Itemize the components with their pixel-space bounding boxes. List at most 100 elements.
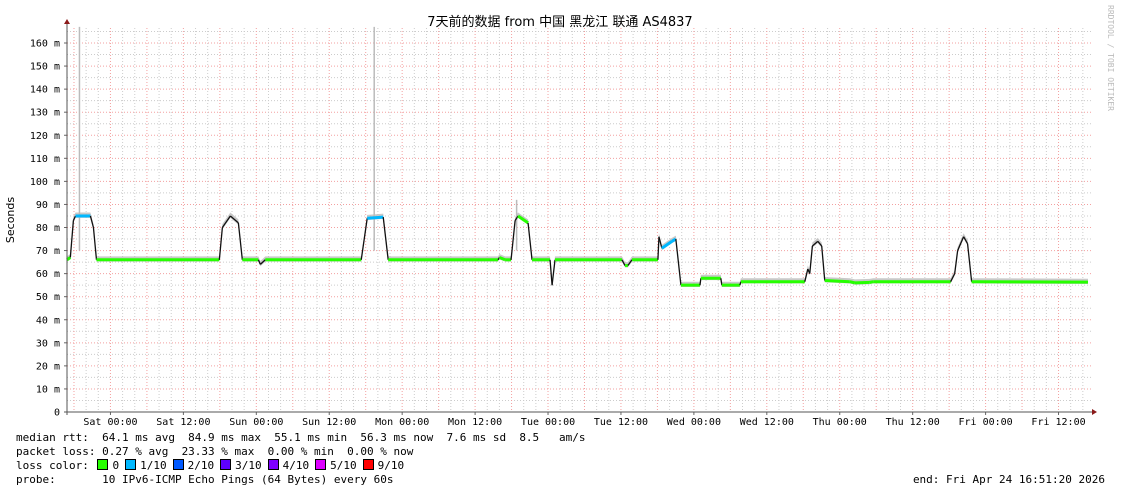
median-rtt-segment	[237, 222, 243, 260]
median-rtt-segment	[661, 240, 673, 250]
x-tick-label: Mon 00:00	[375, 417, 429, 428]
loss-color-label-item: 4/10	[282, 459, 310, 472]
y-tick-label: 70 m	[36, 246, 60, 257]
median-rtt-segment	[957, 236, 965, 251]
median-rtt-segment	[675, 238, 682, 286]
median-rtt-segment	[66, 256, 72, 262]
x-tick-label: Thu 00:00	[813, 417, 867, 428]
x-tick-label: Wed 00:00	[667, 417, 721, 428]
median-rtt-segment	[527, 222, 533, 260]
smoke-band	[67, 212, 1088, 288]
x-tick-label: Tue 00:00	[521, 417, 575, 428]
median-rtt-segment	[367, 215, 384, 220]
latency-chart: 7天前的数据 from 中国 黑龙江 联通 AS4837 Seconds RRD…	[4, 5, 1115, 428]
x-tick-label: Tue 12:00	[594, 417, 648, 428]
loss-color-label-item: 2/10	[187, 459, 215, 472]
median-rtt-segment	[89, 215, 95, 228]
median-rtt-segment	[963, 236, 969, 244]
median-rtt-segment	[658, 236, 663, 249]
x-tick-label: Sat 00:00	[83, 417, 137, 428]
y-tick-label: 120 m	[30, 131, 60, 142]
probe-info: probe: 10 IPv6-ICMP Echo Pings (64 Bytes…	[16, 473, 394, 486]
median-rtt-segment	[218, 227, 224, 260]
loss-color-swatch	[97, 459, 109, 470]
y-tick-label: 150 m	[30, 62, 60, 73]
median-rtt-segment	[92, 227, 98, 260]
x-tick-label: Mon 12:00	[448, 417, 502, 428]
median-rtt-segment	[739, 281, 742, 286]
loss-color-legend: loss color: 0 1/10 2/10 3/10 4/10 5/10 9/10	[16, 459, 404, 473]
y-tick-label: 160 m	[30, 39, 60, 50]
y-tick-label: 30 m	[36, 338, 60, 349]
end-time: end: Fri Apr 24 16:51:20 2026	[912, 473, 1105, 486]
median-rtt-segment	[824, 279, 850, 284]
median-rtt-segment	[229, 215, 239, 224]
y-tick-label: 50 m	[36, 292, 60, 303]
y-tick-label: 130 m	[30, 108, 60, 119]
x-tick-label: Fri 00:00	[959, 417, 1013, 428]
median-rtt-segment	[849, 280, 856, 285]
median-rtt-segment	[259, 259, 266, 265]
median-rtt-segment	[627, 259, 633, 266]
packet-loss-stats: packet loss: 0.27 % avg 23.33 % max 0.00…	[16, 445, 414, 458]
median-rtt-segment	[497, 257, 500, 261]
median-rtt-segment	[811, 240, 819, 247]
y-tick-label: 140 m	[30, 85, 60, 96]
y-tick-label: 10 m	[36, 384, 60, 395]
median-rtt-segment	[551, 259, 556, 286]
loss-color-label-item: 5/10	[330, 459, 357, 472]
median-rtt-segment	[221, 215, 231, 228]
x-tick-label: Sat 12:00	[156, 417, 210, 428]
x-tick-label: Sun 12:00	[302, 417, 356, 428]
y-axis-label: Seconds	[4, 197, 17, 243]
median-rtt-segment	[517, 214, 529, 225]
x-tick-label: Fri 12:00	[1031, 417, 1085, 428]
median-rtt-segment	[69, 220, 75, 258]
median-rtt-segment	[821, 245, 826, 281]
loss-color-label-item: 1/10	[140, 459, 167, 472]
median-rtt-segment	[720, 278, 723, 286]
median-rtt-segment	[817, 240, 823, 247]
y-tick-label: 110 m	[30, 154, 60, 165]
median-rtt-segment	[657, 236, 660, 260]
y-tick-label: 40 m	[36, 315, 60, 326]
loss-color-swatch	[220, 459, 232, 470]
median-rtt-segment	[621, 259, 626, 266]
median-rtt-segment	[699, 278, 702, 286]
y-tick-label: 100 m	[30, 177, 60, 188]
loss-color-label-item: 3/10	[235, 459, 262, 472]
chart-title: 7天前的数据 from 中国 黑龙江 联通 AS4837	[427, 14, 692, 30]
loss-color-swatch	[267, 459, 279, 470]
median-rtt-segment	[869, 280, 874, 284]
median-rtt-segment	[954, 250, 959, 274]
loss-color-swatch	[315, 459, 327, 470]
median-rtt-segment	[360, 218, 368, 260]
x-tick-label: Thu 12:00	[886, 417, 940, 428]
loss-color-swatch	[172, 459, 184, 470]
median-rtt-segment	[498, 256, 506, 262]
loss-color-swatch	[362, 459, 374, 470]
median-rtt-segment	[72, 215, 77, 221]
x-axis-arrow	[1092, 409, 1097, 415]
loss-color-label-item: 9/10	[377, 459, 405, 472]
watermark: RRDTOOL / TOBI OETIKER	[1106, 5, 1115, 111]
median-rtt-segment	[549, 259, 553, 286]
y-tick-label: 80 m	[36, 223, 60, 234]
median-rtt-segment	[382, 217, 389, 260]
y-axis-arrow	[64, 19, 70, 24]
y-tick-label: 0	[54, 408, 60, 419]
median-rtt-segment	[804, 268, 809, 282]
median-rtt-stats: median rtt: 64.1 ms avg 84.9 ms max 55.1…	[16, 431, 586, 444]
loss-color-label: loss color:	[16, 459, 96, 472]
median-rtt-segment	[257, 259, 261, 265]
y-tick-label: 60 m	[36, 269, 60, 280]
median-rtt-segment	[966, 243, 973, 282]
loss-color-swatch	[125, 459, 137, 470]
x-tick-label: Sun 00:00	[229, 417, 283, 428]
y-tick-label: 90 m	[36, 200, 60, 211]
y-tick-label: 20 m	[36, 361, 60, 372]
median-rtt-segment	[510, 220, 516, 260]
loss-color-label-item: 0	[112, 459, 120, 472]
median-rtt-segment	[950, 273, 956, 282]
